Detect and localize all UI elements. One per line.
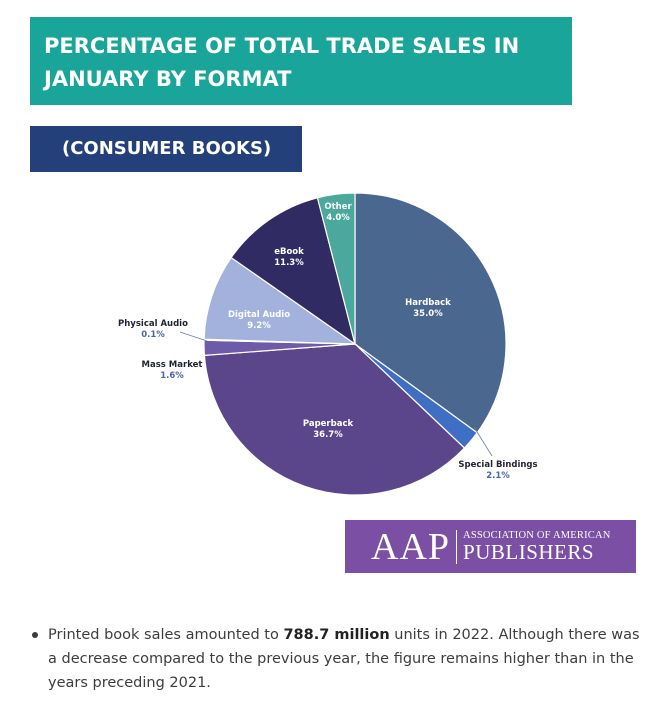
slice-value-mass-market: 1.6% [160,371,184,381]
slice-label-other: Other [324,202,352,212]
chart-title-line-2: JANUARY BY FORMAT [44,67,292,91]
slice-label-hardback: Hardback [405,298,451,308]
slice-label-special-bindings: Special Bindings [458,460,537,470]
pie-slice-ebook [230,197,356,346]
slice-value-ebook: 11.3% [274,258,304,268]
slice-value-paperback: 36.7% [313,430,343,440]
slice-value-hardback: 35.0% [413,309,443,319]
logo-line-1: ASSOCIATION OF AMERICAN [463,530,611,541]
bullet-list: Printed book sales amounted to 788.7 mil… [30,623,650,695]
chart-title-line-1: PERCENTAGE OF TOTAL TRADE SALES IN [44,34,520,58]
leader-line-special-bindings [473,426,493,457]
chart-subtitle: (CONSUMER BOOKS) [62,138,272,159]
slice-label-paperback: Paperback [303,419,354,429]
logo-divider [456,529,458,564]
bullet-text-start: Printed book sales amounted to [48,627,284,643]
pie-slice-digital-audio [203,256,357,345]
bullet-item: Printed book sales amounted to 788.7 mil… [30,623,650,695]
pie-slice-other [316,192,356,345]
logo-abbreviation: AAP [371,525,451,568]
slice-value-physical-audio: 0.1% [141,330,165,340]
slice-label-physical-audio: Physical Audio [118,319,188,329]
slice-label-mass-market: Mass Market [142,360,203,370]
slice-label-digital-audio: Digital Audio [228,310,290,320]
pie-slice-paperback [203,343,466,496]
slice-label-ebook: eBook [274,247,304,257]
aap-logo: AAP ASSOCIATION OF AMERICAN PUBLISHERS [345,520,636,573]
slice-value-other: 4.0% [326,213,350,223]
slice-value-special-bindings: 2.1% [486,471,510,481]
chart-title-banner: PERCENTAGE OF TOTAL TRADE SALES IN JANUA… [30,17,572,105]
pie-slice-hardback [354,192,507,434]
leader-line-physical-audio [179,331,208,342]
logo-organization-name: ASSOCIATION OF AMERICAN PUBLISHERS [463,530,611,563]
bullet-text-bold: 788.7 million [283,627,390,643]
logo-line-2: PUBLISHERS [463,540,595,564]
bullet-text-end: units in 2022. Although there was a decr… [48,627,640,691]
slice-value-digital-audio: 9.2% [247,321,271,331]
chart-subtitle-banner: (CONSUMER BOOKS) [30,126,302,172]
